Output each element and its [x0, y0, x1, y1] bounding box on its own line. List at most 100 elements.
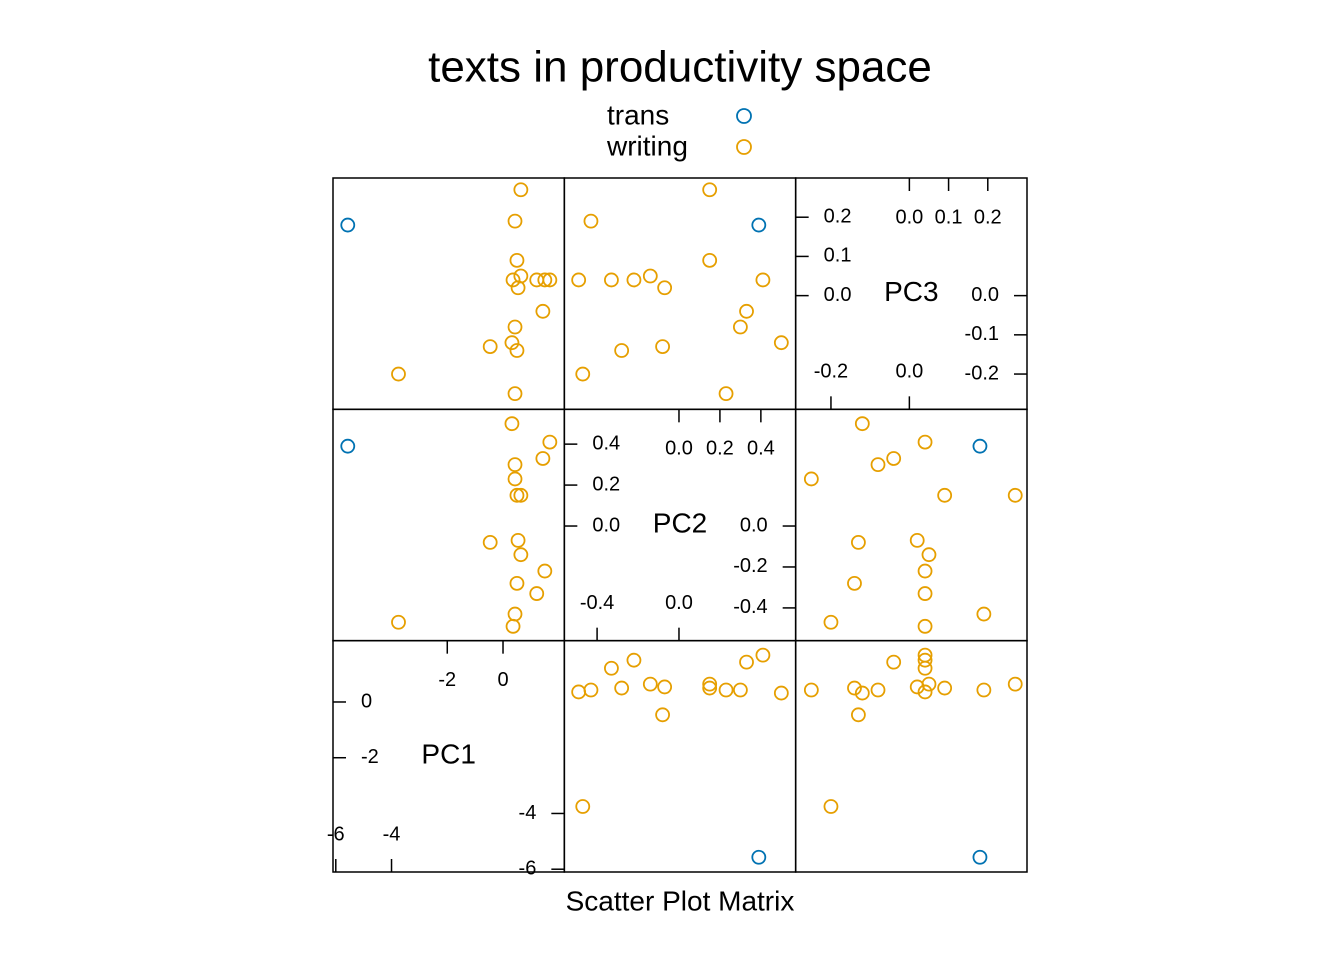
point [803, 682, 819, 698]
point [909, 679, 925, 695]
tick-label: 0.0 [740, 514, 768, 536]
point [917, 647, 933, 663]
legend-marker [736, 139, 752, 155]
diagonal-label: PC2 [653, 507, 707, 538]
point [513, 547, 529, 563]
point [870, 457, 886, 473]
point [510, 280, 526, 296]
point [851, 535, 866, 550]
point [575, 799, 591, 814]
point [823, 614, 839, 630]
point [507, 386, 523, 402]
point [655, 339, 670, 354]
tick-label: -0.2 [733, 555, 767, 577]
tick-label: -0.4 [733, 596, 767, 618]
point [537, 272, 553, 288]
tick-label: -4 [383, 823, 401, 845]
point [917, 618, 933, 634]
point [854, 416, 870, 432]
diagonal-label: PC1 [421, 739, 475, 770]
point [571, 684, 587, 700]
point [482, 339, 498, 354]
point [702, 680, 718, 696]
point [571, 272, 587, 288]
point [505, 272, 521, 288]
point [823, 799, 839, 814]
point [702, 676, 718, 692]
point [976, 682, 992, 698]
tick-label: 0.0 [971, 284, 999, 306]
point [803, 471, 819, 487]
point [507, 471, 523, 487]
point [509, 575, 525, 591]
point [626, 652, 642, 668]
point [702, 252, 718, 268]
point [886, 451, 902, 466]
point [509, 252, 525, 268]
point [507, 457, 523, 473]
point [505, 618, 521, 634]
tick-label: 0.0 [895, 361, 923, 383]
point [542, 434, 558, 450]
panel [794, 408, 1028, 642]
tick-label: 0.4 [592, 432, 620, 454]
tick-label: 0.0 [592, 514, 620, 536]
tick-label: 0.2 [824, 205, 852, 227]
point [507, 606, 523, 622]
point [739, 303, 754, 319]
tick-label: -0.1 [965, 323, 999, 345]
point [509, 487, 525, 503]
point [657, 679, 673, 695]
point [755, 272, 771, 288]
point [626, 272, 642, 288]
tick-label: 0.2 [592, 473, 620, 495]
tick-label: 0.0 [665, 592, 693, 614]
legend-label: trans [607, 99, 669, 130]
point [718, 682, 734, 698]
point [529, 586, 545, 601]
point [513, 182, 529, 198]
tick-label: 0.0 [824, 284, 852, 306]
tick-label: 0 [497, 669, 508, 691]
point [773, 685, 789, 701]
point [575, 366, 591, 382]
point [391, 366, 406, 382]
point [937, 487, 953, 503]
point [510, 532, 526, 548]
tick-label: -0.2 [965, 362, 999, 384]
tick-label: 0.0 [895, 206, 923, 228]
point [614, 343, 630, 358]
point [854, 685, 870, 701]
point [718, 386, 734, 402]
point [1007, 676, 1023, 692]
point [583, 213, 599, 229]
point [513, 268, 529, 284]
point [972, 438, 988, 454]
panel [332, 408, 566, 642]
tick-label: 0.1 [935, 206, 963, 228]
point [537, 563, 553, 579]
point [542, 272, 558, 288]
point [847, 680, 862, 696]
panel [563, 177, 797, 411]
point [340, 438, 356, 454]
point [509, 343, 525, 358]
point [851, 707, 866, 723]
legend-label: writing [606, 130, 688, 161]
point [976, 606, 992, 622]
point [391, 614, 406, 630]
chart-title: texts in productivity space [428, 43, 932, 92]
tick-label: -4 [519, 802, 537, 824]
tick-label: -2 [438, 669, 456, 691]
point [604, 272, 619, 288]
point [886, 654, 902, 670]
tick-label: 0.0 [665, 438, 693, 460]
tick-label: -6 [327, 823, 345, 845]
point [751, 849, 767, 865]
x-axis-label: Scatter Plot Matrix [566, 885, 795, 916]
tick-label: 0 [361, 690, 372, 712]
point [702, 182, 718, 198]
tick-label: -0.2 [814, 361, 848, 383]
point [972, 849, 988, 865]
